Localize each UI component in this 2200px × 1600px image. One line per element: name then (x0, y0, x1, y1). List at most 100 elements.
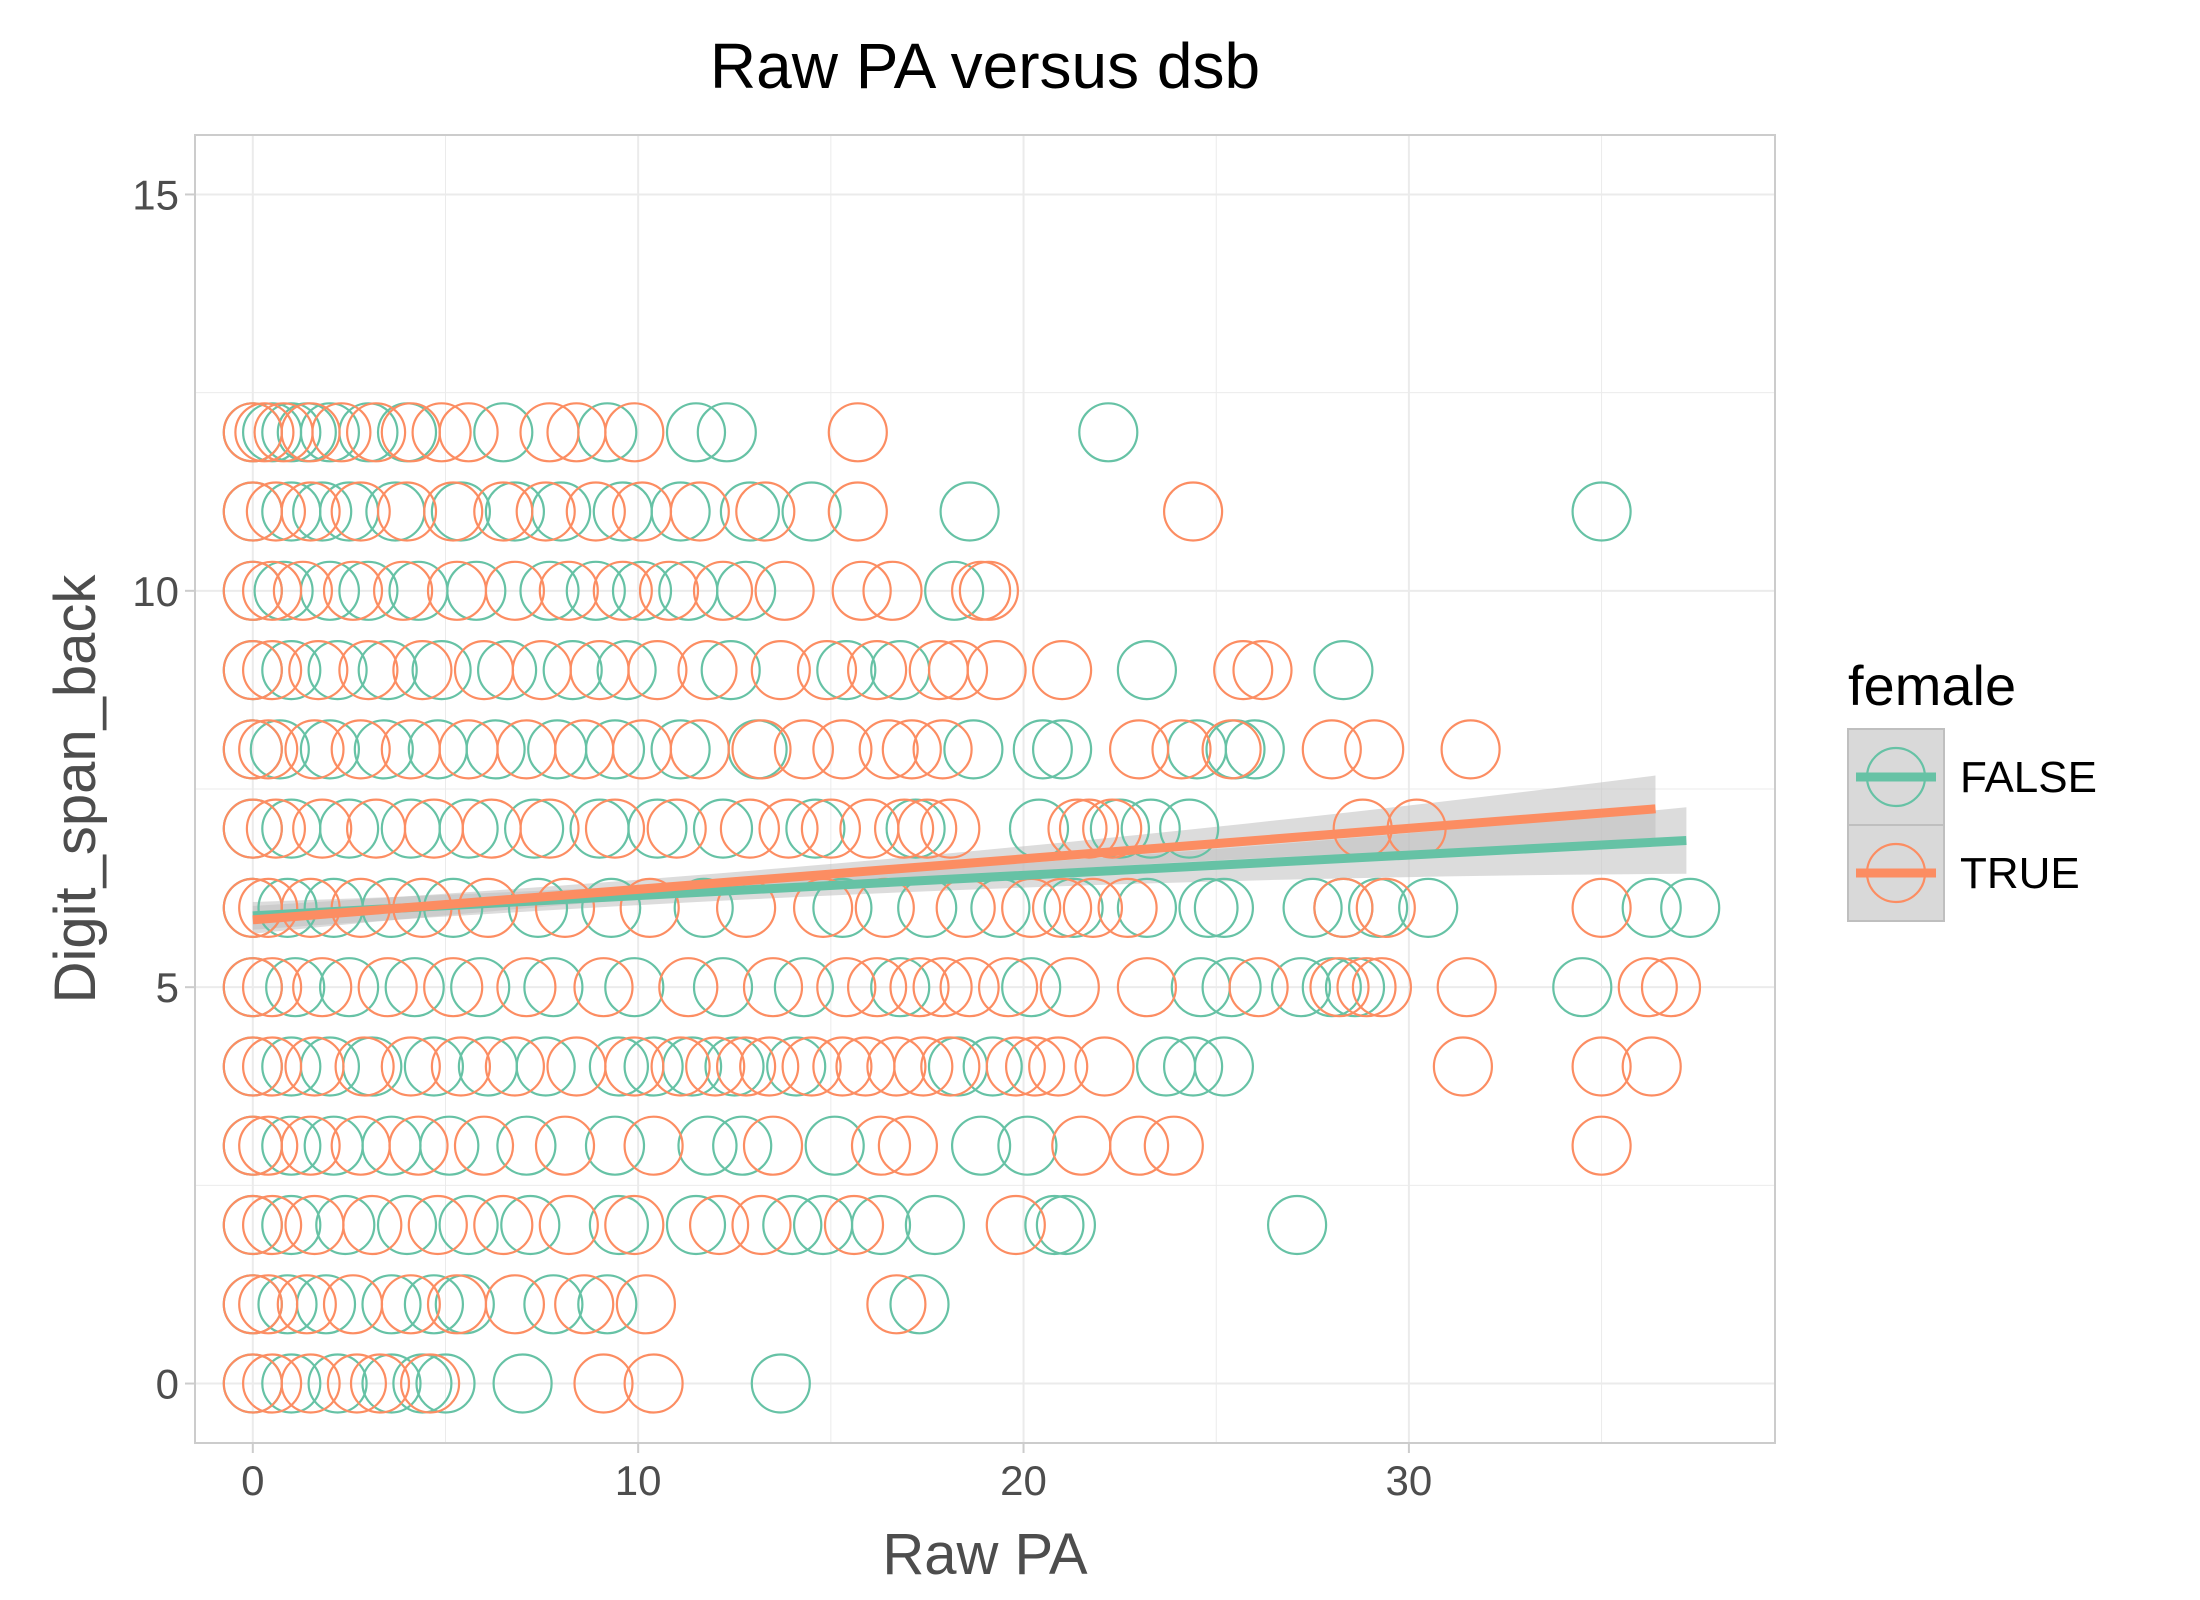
data-point-true (850, 1115, 912, 1176)
data-point-false (1552, 957, 1613, 1018)
data-point-true (573, 957, 634, 1018)
data-point-true (272, 560, 333, 621)
data-point-true (669, 481, 730, 542)
data-point-false (1178, 877, 1239, 939)
data-point-true (280, 1353, 341, 1414)
data-point-true (373, 560, 434, 621)
data-point-true (827, 402, 888, 463)
data-point-true (222, 1194, 283, 1256)
data-point-true (430, 1036, 491, 1097)
data-point-false (357, 639, 418, 701)
data-point-false (924, 560, 985, 621)
legend-label-true: TRUE (1960, 849, 2080, 898)
x-tick-label: 20 (1000, 1457, 1047, 1504)
data-point-true (1571, 877, 1632, 939)
data-point-true (1232, 639, 1293, 701)
data-point-false (465, 719, 526, 780)
data-point-true (538, 560, 599, 621)
data-point-false (1078, 402, 1139, 463)
data-point-true (592, 560, 653, 621)
data-point-true (742, 1115, 804, 1176)
data-point-false (315, 1194, 376, 1256)
data-point-true (1116, 957, 1178, 1018)
data-point-true (1344, 719, 1405, 780)
data-point-true (330, 719, 391, 780)
data-point-true (1031, 877, 1093, 939)
data-point-false (816, 639, 877, 701)
x-axis-title: Raw PA (882, 1522, 1088, 1587)
data-point-false (415, 1353, 476, 1414)
data-point-true (400, 1353, 461, 1414)
data-point-true (242, 560, 303, 621)
legend-title: female (1848, 654, 2016, 717)
data-point-true (515, 481, 576, 542)
data-point-false (496, 1115, 557, 1176)
y-tick-label: 10 (132, 568, 179, 615)
data-point-false (673, 877, 734, 939)
data-point-false (650, 719, 711, 780)
data-point-true (376, 481, 438, 542)
data-point-false (542, 639, 603, 701)
data-point-false (492, 1353, 553, 1414)
data-point-false (376, 1194, 438, 1256)
data-point-false (1001, 957, 1062, 1018)
data-point-true (222, 719, 283, 780)
data-point-false (1571, 481, 1632, 542)
data-point-true (1213, 639, 1274, 701)
data-point-true (1151, 719, 1212, 780)
data-point-true (650, 1036, 711, 1097)
y-tick-label: 15 (132, 171, 179, 218)
data-point-true (1143, 1115, 1204, 1176)
data-point-false (704, 1036, 765, 1097)
data-point-true (977, 957, 1039, 1018)
data-point-false (677, 1115, 738, 1176)
data-point-true (330, 481, 391, 542)
data-point-false (665, 1194, 727, 1256)
data-point-false (943, 719, 1004, 780)
data-point-true (1039, 957, 1100, 1018)
x-axis-ticks: 0 10 20 30 (241, 1443, 1432, 1504)
data-point-true (773, 719, 835, 780)
data-point-false (319, 798, 380, 859)
data-point-true (473, 481, 534, 542)
data-point-true (758, 798, 819, 859)
data-point-true (1309, 957, 1370, 1018)
data-point-true (754, 560, 815, 621)
data-point-false (261, 1115, 322, 1176)
data-point-true (322, 560, 384, 621)
data-point-false (1120, 798, 1181, 859)
data-point-true (245, 481, 306, 542)
data-point-true (846, 957, 908, 1018)
data-point-false (850, 1194, 912, 1256)
data-point-true (731, 719, 792, 780)
data-point-true (280, 481, 341, 542)
data-point-true (554, 1274, 615, 1335)
legend-keys: FALSE TRUE (1847, 728, 2097, 922)
data-point-true (573, 1353, 634, 1414)
data-point-false (950, 1115, 1012, 1176)
data-point-false (1116, 877, 1178, 939)
data-point-true (1301, 719, 1362, 780)
data-point-false (588, 1194, 650, 1256)
data-point-true (731, 1194, 792, 1256)
data-point-false (584, 1115, 646, 1176)
plot-panel (194, 134, 1776, 1444)
data-point-false (338, 560, 399, 621)
data-point-false (692, 798, 754, 859)
data-point-false (581, 877, 642, 939)
data-point-false (477, 639, 538, 701)
data-point-false (715, 560, 777, 621)
plot-frame (194, 134, 1776, 1444)
data-point-false (253, 560, 314, 621)
data-point-true (242, 957, 303, 1018)
data-point-true (242, 639, 303, 701)
data-point-true (380, 1036, 441, 1097)
data-point-false (1266, 1194, 1328, 1256)
data-point-true (349, 1353, 411, 1414)
data-point-true (438, 402, 499, 463)
data-point-true (750, 639, 811, 701)
data-point-false (261, 1353, 322, 1414)
data-point-true (1082, 798, 1143, 859)
y-tick-label: 5 (156, 964, 179, 1011)
data-point-true (604, 1194, 665, 1256)
